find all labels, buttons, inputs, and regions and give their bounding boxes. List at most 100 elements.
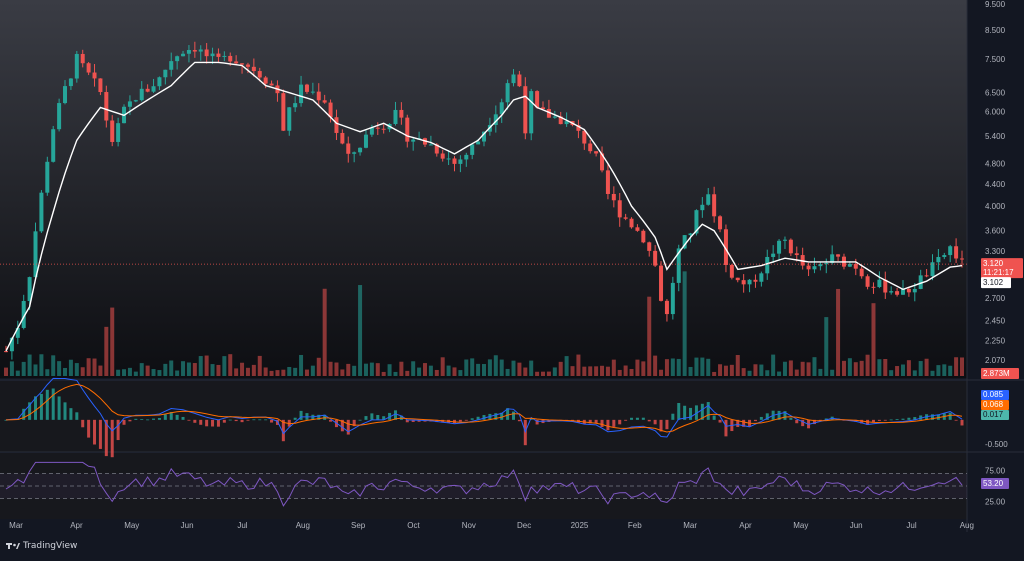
candle-body bbox=[428, 144, 433, 146]
volume-bar bbox=[889, 370, 894, 376]
price-tick-label: 4.000 bbox=[985, 202, 1006, 211]
candle-body bbox=[257, 71, 262, 78]
volume-bar bbox=[157, 370, 162, 376]
macd-histogram-bar bbox=[647, 419, 651, 422]
price-tick-label: 9.500 bbox=[985, 0, 1006, 9]
volume-bar bbox=[635, 359, 640, 376]
candle-body bbox=[836, 254, 841, 257]
macd-histogram-bar bbox=[435, 419, 439, 423]
candle-body bbox=[281, 93, 286, 131]
price-tick-label: 6.500 bbox=[985, 89, 1006, 98]
candle-body bbox=[960, 258, 964, 260]
macd-histogram-bar bbox=[222, 419, 226, 423]
candle-body bbox=[617, 200, 622, 218]
volume-bar bbox=[511, 360, 516, 376]
volume-bar bbox=[151, 369, 156, 376]
volume-bar bbox=[163, 363, 168, 376]
volume-bar bbox=[895, 366, 900, 376]
macd-histogram-bar bbox=[795, 419, 799, 424]
time-axis-label: Mar bbox=[683, 521, 697, 530]
volume-bar bbox=[293, 367, 298, 376]
candle-body bbox=[765, 256, 770, 274]
macd-histogram-bar bbox=[494, 413, 498, 420]
volume-bar bbox=[836, 288, 841, 376]
volume-bar bbox=[39, 354, 44, 376]
volume-bar bbox=[800, 361, 805, 376]
candle-body bbox=[918, 275, 923, 289]
volume-bar bbox=[310, 365, 315, 376]
time-axis-label: Dec bbox=[517, 521, 531, 530]
volume-bar bbox=[452, 367, 457, 376]
macd-histogram-bar bbox=[677, 403, 681, 420]
volume-bar bbox=[859, 360, 864, 376]
volume-bar bbox=[741, 368, 746, 376]
volume-bar bbox=[576, 354, 581, 376]
volume-bar bbox=[841, 360, 846, 376]
candle-body bbox=[812, 266, 817, 270]
candle-body bbox=[954, 246, 959, 259]
macd-histogram-bar bbox=[346, 419, 350, 435]
candle-body bbox=[777, 240, 782, 254]
volume-bar bbox=[594, 366, 599, 376]
macd-histogram-bar bbox=[146, 419, 150, 421]
macd-histogram-bar bbox=[612, 419, 616, 427]
candle-body bbox=[942, 255, 947, 258]
macd-histogram-bar bbox=[883, 419, 887, 421]
price-tick-label: 3.300 bbox=[985, 247, 1006, 256]
macd-histogram-bar bbox=[512, 411, 516, 420]
macd-histogram-bar bbox=[694, 405, 698, 420]
volume-bar bbox=[299, 354, 304, 376]
volume-bar bbox=[729, 364, 734, 376]
macd-histogram-bar bbox=[228, 419, 232, 421]
volume-bar bbox=[369, 362, 374, 376]
macd-histogram-bar bbox=[258, 419, 262, 421]
macd-histogram-bar bbox=[877, 419, 881, 421]
macd-histogram-bar bbox=[606, 419, 610, 431]
volume-bar bbox=[688, 366, 693, 376]
candle-body bbox=[411, 139, 416, 142]
candle-body bbox=[334, 117, 339, 133]
volume-bar bbox=[4, 367, 8, 376]
candle-body bbox=[316, 91, 321, 101]
volume-bar bbox=[68, 359, 73, 376]
volume-bar bbox=[788, 360, 793, 376]
macd-histogram-bar bbox=[329, 419, 333, 422]
price-tick-label: 2.070 bbox=[985, 356, 1006, 365]
price-tick-label: 3.600 bbox=[985, 227, 1006, 236]
candle-body bbox=[340, 132, 345, 144]
volume-bar bbox=[57, 361, 62, 376]
candle-body bbox=[924, 275, 929, 277]
macd-histogram-bar bbox=[22, 408, 26, 420]
volume-bar bbox=[216, 364, 221, 376]
macd-histogram-bar bbox=[157, 417, 161, 420]
volume-bar bbox=[127, 367, 132, 376]
macd-histogram-bar bbox=[913, 417, 917, 420]
candle-body bbox=[228, 55, 233, 62]
volume-bar bbox=[51, 355, 56, 376]
macd-value-badge bbox=[981, 400, 1009, 410]
volume-bar bbox=[611, 359, 616, 376]
macd-histogram-bar bbox=[28, 402, 32, 420]
candle-body bbox=[895, 291, 900, 295]
volume-bar bbox=[358, 285, 363, 376]
macd-histogram-bar bbox=[140, 419, 144, 420]
macd-histogram-bar bbox=[476, 416, 480, 420]
candle-body bbox=[529, 91, 534, 134]
candle-body bbox=[670, 282, 675, 315]
volume-bar bbox=[847, 358, 852, 376]
macd-histogram-bar bbox=[34, 396, 38, 420]
candle-body bbox=[818, 264, 823, 267]
candle-body bbox=[712, 194, 717, 217]
volume-bar bbox=[33, 364, 38, 376]
volume-bar bbox=[175, 370, 180, 376]
candle-body bbox=[245, 64, 250, 67]
candle-body bbox=[192, 50, 197, 52]
candle-body bbox=[912, 288, 917, 293]
candle-body bbox=[476, 141, 481, 145]
macd-histogram-bar bbox=[783, 411, 787, 420]
volume-bar bbox=[735, 354, 740, 376]
candle-body bbox=[782, 239, 787, 241]
candle-body bbox=[535, 91, 540, 108]
